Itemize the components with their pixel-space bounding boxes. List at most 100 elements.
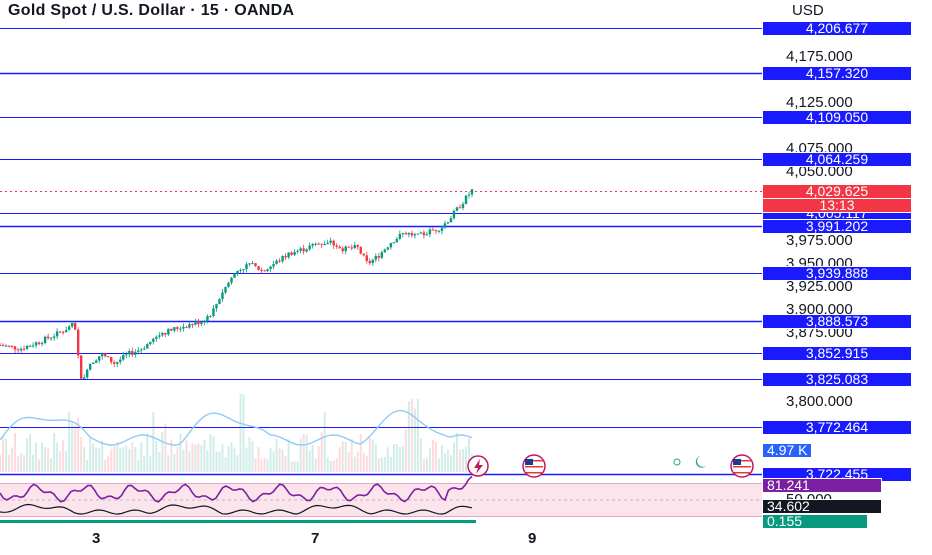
volume-bar — [302, 434, 305, 472]
candle-body — [296, 250, 299, 252]
volume-bar — [200, 444, 203, 472]
rsi-value-tag[interactable]: 81.241 — [762, 478, 882, 493]
volume-bar — [20, 453, 23, 472]
volume-bar — [416, 398, 419, 472]
candle-body — [61, 332, 65, 334]
symbol-title[interactable]: Gold Spot / U.S. Dollar · 15 · OANDA — [8, 2, 295, 19]
time-axis-tick-label[interactable]: 9 — [528, 530, 537, 547]
candle-body — [28, 345, 32, 347]
volume-bar — [104, 459, 107, 472]
volume-bar — [290, 461, 293, 472]
time-axis-tick-label[interactable]: 7 — [311, 530, 320, 547]
candle-body — [308, 245, 311, 250]
candle-body — [461, 203, 465, 208]
volume-bar — [74, 425, 77, 472]
candle-body — [278, 260, 281, 262]
candle-body — [185, 326, 188, 328]
candle-body — [281, 255, 284, 262]
price-level-tag[interactable]: 3,825.083 — [762, 372, 912, 387]
price-candles — [0, 188, 474, 380]
price-axis-tick-label[interactable]: 3,800.000 — [786, 393, 853, 411]
volume-bar — [29, 434, 32, 472]
candle-body — [70, 322, 74, 327]
price-axis-tick-label[interactable]: 3,975.000 — [786, 231, 853, 249]
price-level-tag[interactable]: 3,939.888 — [762, 266, 912, 281]
volume-bar — [14, 432, 17, 472]
flag-stripe — [733, 460, 751, 462]
histogram-value-tag[interactable]: 0.155 — [762, 514, 868, 529]
candle-body — [206, 316, 209, 322]
candle-body — [341, 248, 344, 252]
price-level-tag[interactable]: 3,852.915 — [762, 346, 912, 361]
price-axis-tick-label[interactable]: 4,175.000 — [786, 47, 853, 65]
candle-body — [275, 260, 278, 264]
price-level-tag[interactable]: 3,888.573 — [762, 314, 912, 329]
price-level-tag[interactable]: 3,991.202 — [762, 219, 912, 234]
volume-bar — [314, 459, 317, 472]
price-axis-tick-label[interactable]: 3,925.000 — [786, 277, 853, 295]
candle-body — [284, 255, 287, 258]
candle-body — [131, 351, 134, 355]
volume-bar — [287, 439, 290, 472]
volume-bar — [386, 447, 389, 472]
volume-bar — [239, 393, 242, 472]
flag-stripe — [733, 466, 751, 468]
candle-body — [224, 286, 227, 293]
candle-body — [149, 341, 152, 345]
candle-body — [245, 264, 248, 270]
volume-bar — [134, 446, 137, 472]
candle-body — [428, 229, 432, 235]
price-level-tag[interactable]: 3,772.464 — [762, 420, 912, 435]
candle-body — [218, 299, 221, 305]
candle-body — [176, 327, 179, 329]
price-level-tag[interactable]: 4,206.677 — [762, 21, 912, 36]
candle-body — [344, 246, 347, 252]
candle-body — [191, 324, 194, 326]
candle-body — [359, 247, 362, 254]
candle-body — [338, 246, 341, 249]
volume-bar — [419, 438, 422, 472]
price-axis-tick-label[interactable]: 3,900.000 — [786, 300, 853, 318]
candle-body — [64, 330, 68, 333]
rsi-lines — [0, 475, 476, 523]
currency-label[interactable]: USD — [792, 2, 824, 19]
candle-body — [200, 322, 203, 325]
volume-bar — [77, 417, 80, 472]
candle-body — [254, 263, 257, 267]
candle-body — [101, 353, 104, 357]
volume-bar — [143, 455, 146, 472]
volume-bar — [158, 452, 161, 472]
price-level-tag[interactable]: 4,064.259 — [762, 152, 912, 167]
volume-bar — [221, 443, 224, 472]
time-axis-tick-label[interactable]: 3 — [92, 530, 101, 547]
volume-bar — [383, 457, 386, 472]
volume-bar — [428, 447, 431, 472]
candle-body — [4, 345, 8, 347]
candle-body — [158, 335, 161, 337]
candle-body — [335, 245, 338, 247]
candle-body — [320, 243, 323, 245]
indicator-value-tag[interactable]: 34.602 — [762, 499, 882, 514]
price-axis-tick-label[interactable]: 4,050.000 — [786, 162, 853, 180]
price-axis-tick-label[interactable]: 4,125.000 — [786, 93, 853, 111]
volume-bar — [44, 447, 47, 472]
candle-body — [293, 251, 296, 255]
volume-bar — [395, 443, 398, 472]
candle-body — [392, 242, 396, 244]
candle-body — [170, 328, 173, 331]
candle-body — [73, 322, 77, 330]
volume-bar — [110, 448, 113, 472]
volume-badge[interactable]: 4.97 K — [762, 443, 812, 458]
volume-bar — [392, 444, 395, 472]
price-level-tag[interactable]: 4,109.050 — [762, 110, 912, 125]
bar-countdown-tag[interactable]: 13:13 — [762, 198, 912, 213]
volume-bar — [122, 447, 125, 472]
price-level-tag[interactable]: 4,157.320 — [762, 66, 912, 81]
candle-body — [251, 263, 254, 265]
candle-body — [0, 344, 2, 346]
candle-body — [332, 240, 335, 246]
volume-bar — [38, 459, 41, 472]
volume-bar — [422, 459, 425, 472]
